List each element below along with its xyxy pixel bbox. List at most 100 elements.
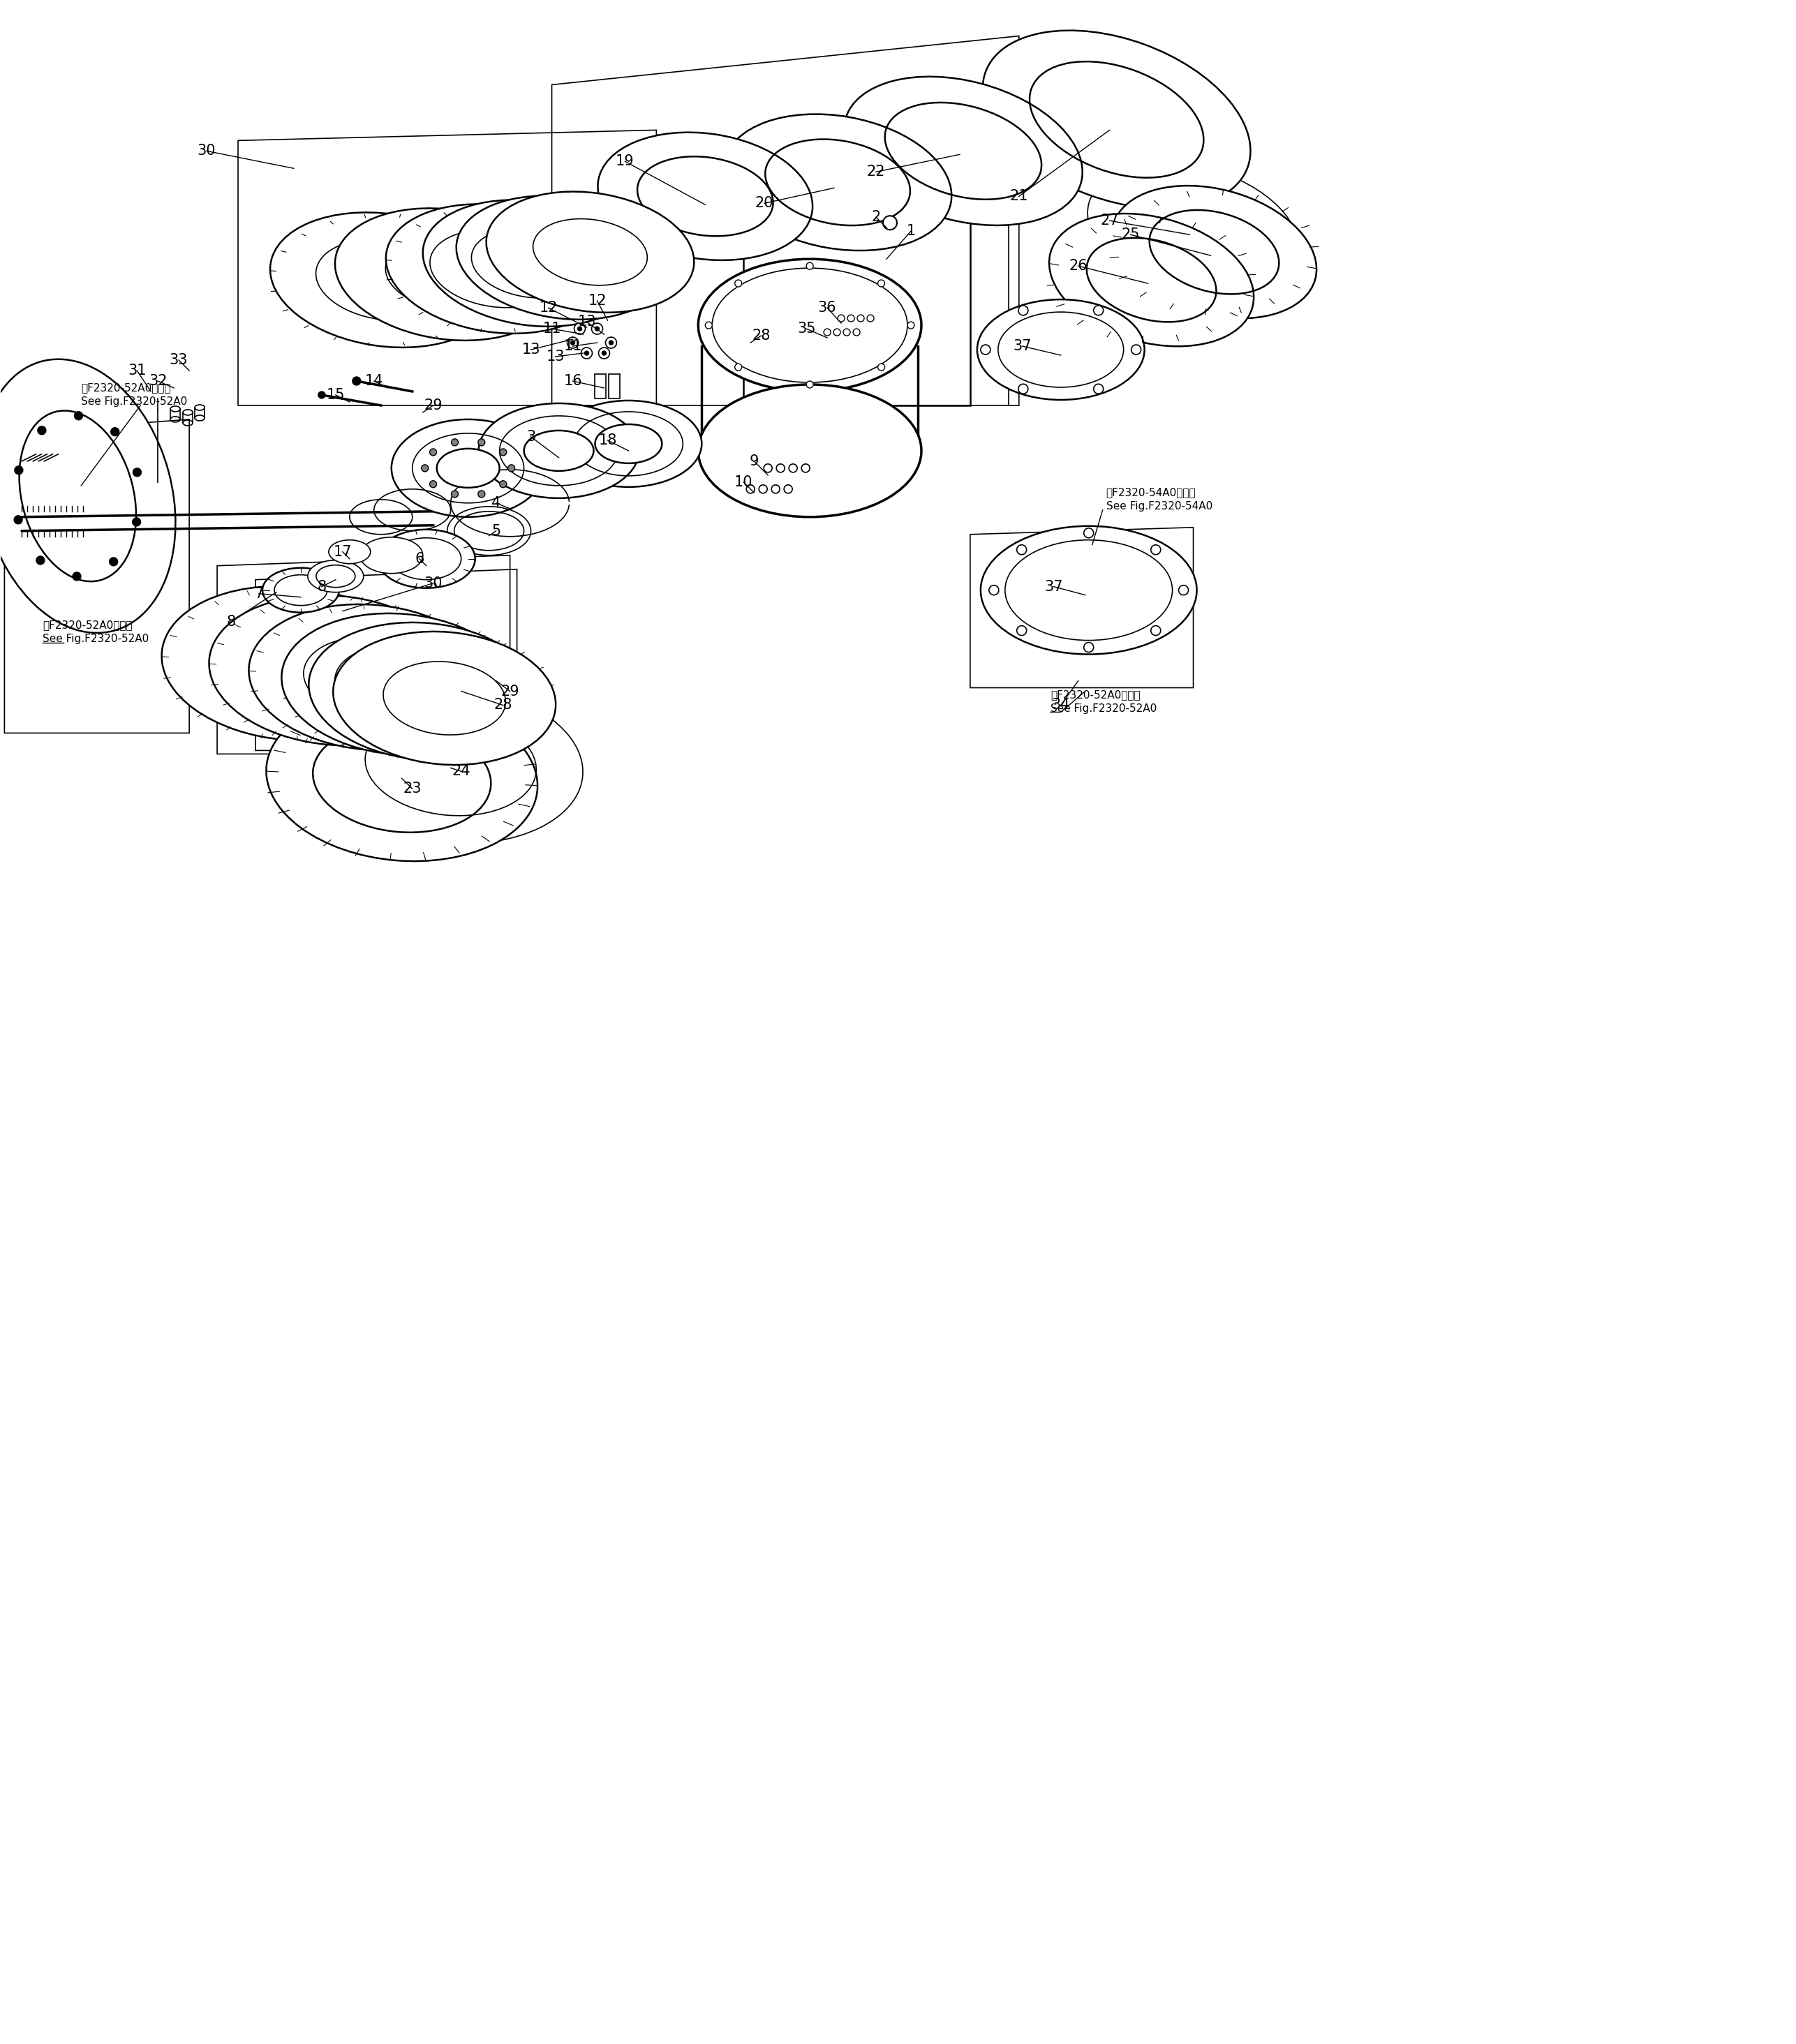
Ellipse shape	[699, 260, 921, 392]
Text: 31: 31	[128, 364, 145, 378]
Text: 15: 15	[327, 388, 345, 403]
Circle shape	[591, 323, 603, 335]
Ellipse shape	[307, 560, 363, 593]
Ellipse shape	[336, 208, 559, 341]
Text: 8: 8	[318, 580, 327, 593]
Text: 14: 14	[365, 374, 383, 388]
Circle shape	[110, 558, 119, 566]
Bar	[594, 374, 607, 399]
Circle shape	[735, 280, 742, 286]
Text: 20: 20	[756, 196, 774, 211]
Circle shape	[508, 464, 515, 472]
Text: 12: 12	[587, 294, 607, 309]
Text: 8: 8	[226, 615, 235, 628]
Circle shape	[1094, 384, 1103, 394]
Text: 7: 7	[255, 587, 264, 601]
Circle shape	[594, 327, 600, 331]
Circle shape	[1018, 305, 1027, 315]
Text: See Fig.F2320-52A0: See Fig.F2320-52A0	[81, 397, 187, 407]
Ellipse shape	[977, 300, 1144, 401]
Circle shape	[1094, 305, 1103, 315]
Text: 37: 37	[1013, 339, 1031, 354]
Circle shape	[111, 427, 119, 435]
Ellipse shape	[1112, 186, 1316, 319]
Ellipse shape	[981, 525, 1196, 654]
Text: 3: 3	[526, 429, 535, 444]
Circle shape	[1083, 527, 1094, 538]
Circle shape	[763, 464, 772, 472]
Ellipse shape	[555, 401, 702, 486]
Text: 17: 17	[334, 546, 352, 558]
Circle shape	[907, 321, 914, 329]
Circle shape	[582, 347, 593, 358]
Circle shape	[578, 327, 582, 331]
Text: 32: 32	[149, 374, 167, 388]
Ellipse shape	[318, 685, 584, 844]
Circle shape	[605, 337, 616, 347]
Circle shape	[857, 315, 864, 321]
Bar	[609, 374, 620, 399]
Circle shape	[422, 464, 429, 472]
Ellipse shape	[208, 595, 460, 746]
Circle shape	[571, 341, 575, 345]
Circle shape	[747, 484, 754, 493]
Circle shape	[478, 491, 485, 497]
Circle shape	[878, 280, 885, 286]
Ellipse shape	[332, 632, 555, 764]
Circle shape	[1017, 625, 1027, 636]
Text: 第F2320-52A0図参照: 第F2320-52A0図参照	[1051, 689, 1140, 699]
Ellipse shape	[392, 419, 544, 517]
Circle shape	[575, 323, 585, 335]
Ellipse shape	[1049, 213, 1254, 345]
Circle shape	[1018, 384, 1027, 394]
Bar	[744, 200, 970, 405]
Circle shape	[36, 556, 45, 564]
Ellipse shape	[422, 200, 639, 327]
Ellipse shape	[594, 425, 663, 464]
Ellipse shape	[598, 133, 812, 260]
Circle shape	[429, 450, 436, 456]
Circle shape	[833, 329, 841, 335]
Text: 22: 22	[867, 166, 885, 180]
Text: 5: 5	[492, 523, 501, 538]
Ellipse shape	[282, 613, 517, 754]
Circle shape	[14, 466, 23, 474]
Text: 21: 21	[1009, 190, 1029, 202]
Circle shape	[776, 464, 785, 472]
Text: 13: 13	[521, 343, 541, 356]
Circle shape	[990, 585, 999, 595]
Circle shape	[14, 515, 22, 523]
Ellipse shape	[269, 213, 499, 347]
Circle shape	[72, 572, 81, 580]
Text: 2: 2	[871, 211, 880, 225]
Circle shape	[735, 364, 742, 370]
Text: 16: 16	[564, 374, 582, 388]
Circle shape	[1017, 546, 1027, 554]
Text: 29: 29	[424, 399, 442, 413]
Text: 10: 10	[735, 474, 753, 489]
Circle shape	[1131, 345, 1140, 354]
Text: 37: 37	[1045, 580, 1063, 593]
Circle shape	[848, 315, 855, 321]
Circle shape	[706, 321, 713, 329]
Circle shape	[584, 352, 589, 356]
Circle shape	[133, 468, 142, 476]
Text: 19: 19	[616, 155, 634, 168]
Ellipse shape	[329, 540, 370, 564]
Text: 6: 6	[415, 552, 424, 566]
Text: 35: 35	[797, 321, 815, 335]
Ellipse shape	[359, 538, 422, 574]
Ellipse shape	[266, 695, 537, 861]
Circle shape	[760, 484, 767, 493]
Text: 34: 34	[1052, 699, 1070, 711]
Circle shape	[451, 439, 458, 446]
Circle shape	[884, 217, 896, 229]
Circle shape	[867, 315, 875, 321]
Circle shape	[853, 329, 860, 335]
Text: See Fig.F2320-54A0: See Fig.F2320-54A0	[1106, 501, 1212, 511]
Circle shape	[806, 262, 814, 270]
Text: 13: 13	[546, 350, 564, 364]
Ellipse shape	[309, 623, 539, 760]
Ellipse shape	[377, 529, 476, 589]
Text: 24: 24	[453, 764, 471, 779]
